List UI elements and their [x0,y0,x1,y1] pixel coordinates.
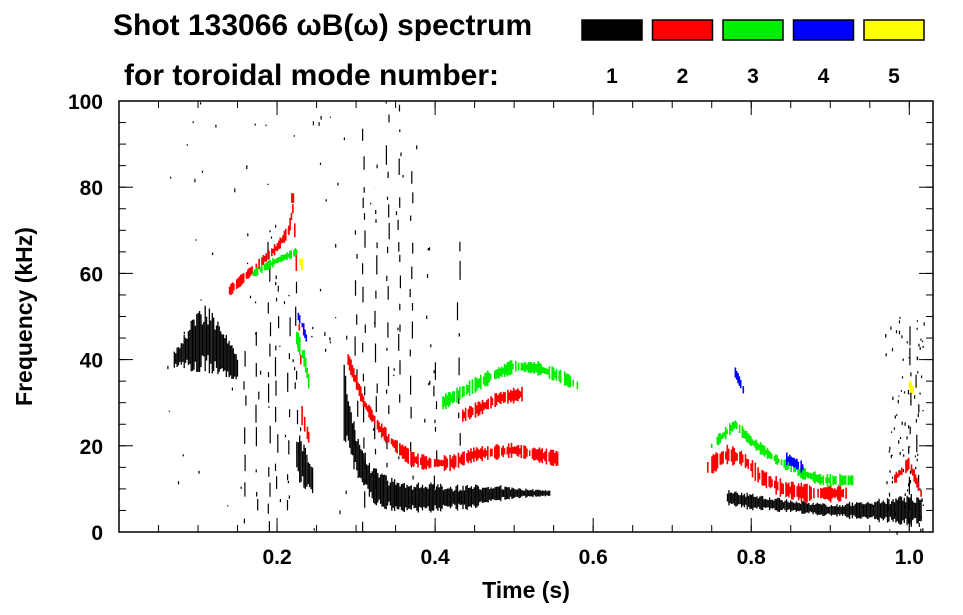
chart-title-line1: Shot 133066 ωB(ω) spectrum [113,9,532,42]
legend-swatch-5 [863,19,925,41]
y-tick-label: 0 [91,522,103,545]
mode-n5-curve [908,380,914,394]
mode-n1-streak [286,294,291,511]
chart-title-line2: for toroidal mode number: [124,59,499,92]
legend-swatch-2 [651,19,714,41]
mode-n4-curve [786,452,804,473]
mode-n1-streak [274,275,280,489]
legend-label-4: 4 [818,65,830,88]
legend-swatch-3 [722,19,784,41]
mode-n4-curve [297,312,308,342]
mode-n3-curve [442,360,579,410]
mode-n1-streak [397,104,402,403]
axes: 0.2 0.4 0.6 0.8 1.0 0 20 40 60 80 100 [68,91,933,569]
x-tick-label: 1.0 [895,546,924,569]
mode-n2-curve [707,444,847,503]
x-tick-label: 0.2 [262,546,291,569]
mode-n1-streak [456,241,461,446]
legend-label-2: 2 [677,65,689,88]
legend-label-1: 1 [606,65,618,88]
y-axis-label: Frequency (kHz) [11,227,37,406]
x-tick-label: 0.4 [421,546,451,569]
mode-n1-streak [409,171,414,468]
mode-n1-band [343,364,551,513]
mode-n1-streak [362,128,366,532]
mode-n1-band [726,490,922,527]
x-tick-label: 0.8 [737,546,767,569]
legend-swatch-1 [581,19,643,41]
mode-n2-curve [228,204,294,296]
mode-n1-scatter [167,102,925,535]
mode-n1-band [173,305,239,380]
mode-n5-curve [299,258,304,271]
mode-n1-streak [267,230,272,532]
mode-n3-curve [710,420,854,487]
x-tick-label: 0.6 [579,546,608,569]
mode-n1-streak [294,281,299,425]
y-tick-label: 60 [80,263,103,286]
mode-n1-streak [915,356,920,489]
plot-frame [118,100,934,533]
legend: 1 2 3 4 5 [581,19,925,88]
mode-n3-curve [296,331,310,389]
y-tick-label: 20 [80,436,103,459]
mode-n1-streak [385,101,390,468]
mode-n2-curve [301,406,310,443]
mode-n1-band [296,435,314,494]
plot-area [167,101,925,535]
mode-n2-curve [347,354,559,472]
mode-n2-curve [462,386,523,422]
mode-n1-streak [354,230,359,446]
mode-n1-streak [255,331,260,511]
mode-n1-streak [433,362,438,489]
legend-label-3: 3 [747,65,759,88]
mode-n1-streak [908,326,912,511]
mode-n2-curve [894,457,922,497]
legend-label-5: 5 [888,65,900,88]
mode-n3-curve [252,248,298,277]
mode-n4-curve [734,367,745,394]
mode-n2-curve [288,193,302,365]
legend-swatch-4 [792,19,855,41]
y-tick-label: 40 [80,350,103,373]
mode-n1-streak [374,187,378,489]
y-tick-label: 100 [68,91,103,114]
x-axis-label: Time (s) [482,577,570,603]
mode-n1-streak [243,351,247,524]
y-tick-label: 80 [80,177,103,200]
